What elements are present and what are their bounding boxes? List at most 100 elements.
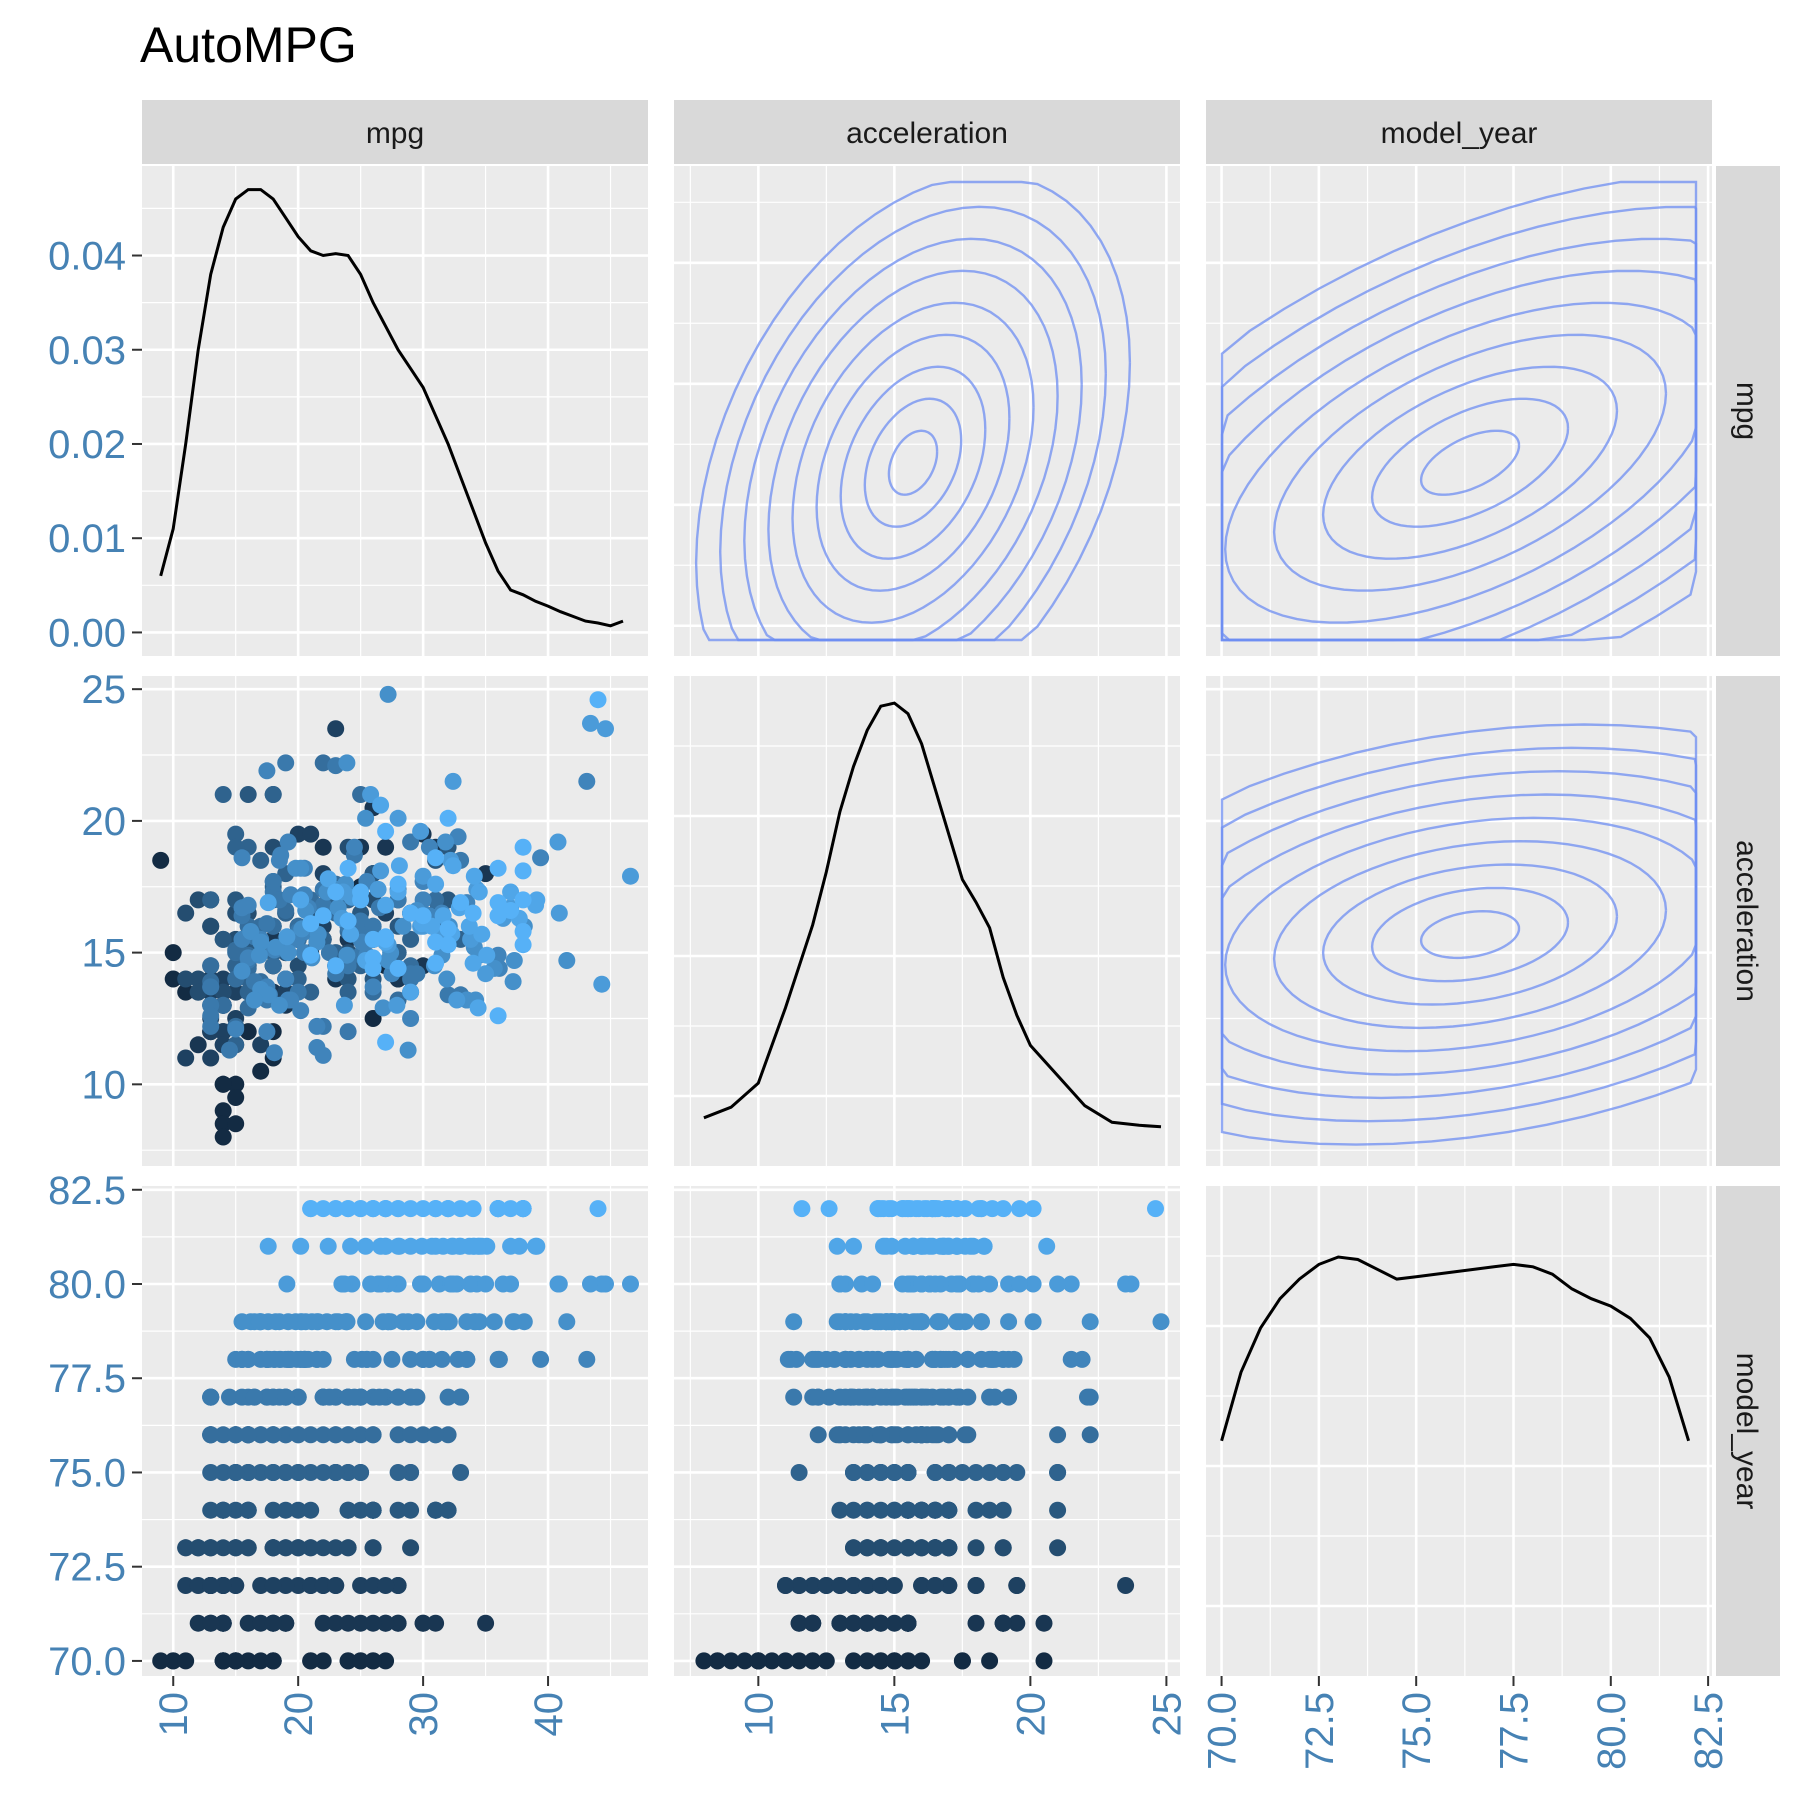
- scatter-point: [1081, 1426, 1099, 1444]
- scatter-point: [790, 1577, 808, 1594]
- scatter-point: [264, 1501, 282, 1519]
- scatter-point: [399, 1313, 417, 1331]
- scatter-point: [981, 1464, 999, 1481]
- scatter-point: [227, 1089, 245, 1106]
- scatter-point: [239, 1501, 257, 1519]
- scatter-point: [809, 1350, 827, 1368]
- scatter-point: [338, 754, 356, 772]
- scatter-point: [377, 1200, 395, 1218]
- scatter-point: [970, 1275, 988, 1293]
- scatter-point: [352, 1464, 370, 1481]
- scatter-point: [327, 1464, 345, 1481]
- strip-label-mpg: mpg: [1730, 382, 1763, 440]
- scatter-point: [202, 1577, 220, 1594]
- scatter-point: [464, 904, 482, 922]
- scatter-point: [597, 720, 614, 738]
- y-tick-label: 15: [82, 932, 127, 976]
- contour-line: [1321, 365, 1619, 560]
- scatter-point: [1024, 1313, 1042, 1331]
- strip-background: [1716, 676, 1780, 1166]
- scatter-point: [948, 1275, 966, 1293]
- scatter-point: [473, 925, 491, 943]
- scatter-point: [452, 1464, 470, 1481]
- scatter-point: [202, 1007, 220, 1025]
- scatter-point: [414, 907, 432, 925]
- scatter-point: [444, 772, 462, 790]
- strip-background: [1716, 166, 1780, 656]
- scatter-point: [227, 1115, 245, 1133]
- scatter-point: [239, 896, 257, 914]
- scatter-point: [339, 1464, 357, 1481]
- scatter-point: [448, 991, 466, 1009]
- scatter-point: [953, 1464, 971, 1481]
- scatter-point: [804, 1652, 822, 1670]
- scatter-point: [214, 1539, 232, 1557]
- scatter-point: [339, 1426, 357, 1444]
- x-tick-label: 10: [152, 1692, 196, 1737]
- scatter-point: [377, 1237, 395, 1255]
- scatter-point: [504, 1313, 522, 1331]
- scatter-point: [202, 1388, 220, 1406]
- scatter-point: [277, 970, 295, 988]
- scatter-point: [465, 867, 483, 885]
- scatter-point: [374, 999, 392, 1017]
- scatter-point: [858, 1614, 876, 1632]
- scatter-point: [899, 1426, 917, 1444]
- scatter-point: [527, 1237, 545, 1255]
- scatter-point: [831, 1614, 849, 1632]
- strip-right-mpg: mpg: [1716, 166, 1780, 656]
- contour-line: [791, 301, 1035, 624]
- scatter-point: [926, 1426, 944, 1444]
- scatter-point: [1049, 1275, 1067, 1293]
- scatter-point: [302, 1652, 320, 1670]
- scatter-point: [245, 1388, 263, 1406]
- scatter-point: [277, 1464, 295, 1481]
- scatter-point: [377, 822, 395, 840]
- scatter-point: [374, 1313, 392, 1331]
- scatter-point: [836, 1313, 854, 1331]
- scatter-point: [514, 862, 532, 880]
- strip-background: [674, 100, 1180, 164]
- scatter-point: [233, 1388, 251, 1406]
- scatter-point: [1049, 1501, 1067, 1519]
- scatter-point: [259, 894, 277, 912]
- scatter-point: [777, 1577, 794, 1594]
- scatter-point: [458, 1313, 476, 1331]
- contour-line: [718, 205, 1107, 642]
- scatter-point: [214, 1426, 232, 1444]
- scatter-point: [464, 954, 482, 972]
- contour-line: [1321, 863, 1619, 1006]
- scatter-point: [464, 1200, 482, 1218]
- scatter-point: [489, 1007, 507, 1025]
- scatter-point: [389, 1614, 407, 1632]
- scatter-point: [258, 762, 276, 780]
- scatter-point: [845, 1501, 862, 1519]
- scatter-point: [252, 1426, 270, 1444]
- scatter-point: [250, 1313, 268, 1331]
- scatter-point: [850, 1350, 868, 1368]
- scatter-point: [252, 933, 270, 951]
- strip-background: [1206, 100, 1712, 164]
- contour-line: [863, 397, 963, 528]
- scatter-point: [352, 1652, 370, 1670]
- scatter-point: [320, 944, 338, 962]
- scatter-point: [452, 1388, 470, 1406]
- scatter-point: [214, 1501, 232, 1519]
- x-tick-label: 80.0: [1590, 1692, 1634, 1770]
- scatter-point: [913, 1539, 931, 1557]
- scatter-point: [986, 1388, 1004, 1406]
- scatter-point: [1000, 1350, 1018, 1368]
- y-tick-label: 70.0: [48, 1640, 126, 1684]
- scatter-point: [1147, 1200, 1164, 1218]
- scatter-point: [477, 965, 495, 983]
- scatter-point: [439, 1501, 457, 1519]
- contour-line: [694, 180, 1132, 642]
- scatter-point: [372, 862, 390, 880]
- scatter-point: [362, 1275, 380, 1293]
- scatter-point: [959, 1350, 977, 1368]
- scatter-point: [975, 1237, 993, 1255]
- y-tick-label: 25: [82, 668, 127, 712]
- scatter-point: [427, 849, 445, 867]
- scatter-point: [292, 1002, 310, 1020]
- panel-background: [142, 166, 648, 656]
